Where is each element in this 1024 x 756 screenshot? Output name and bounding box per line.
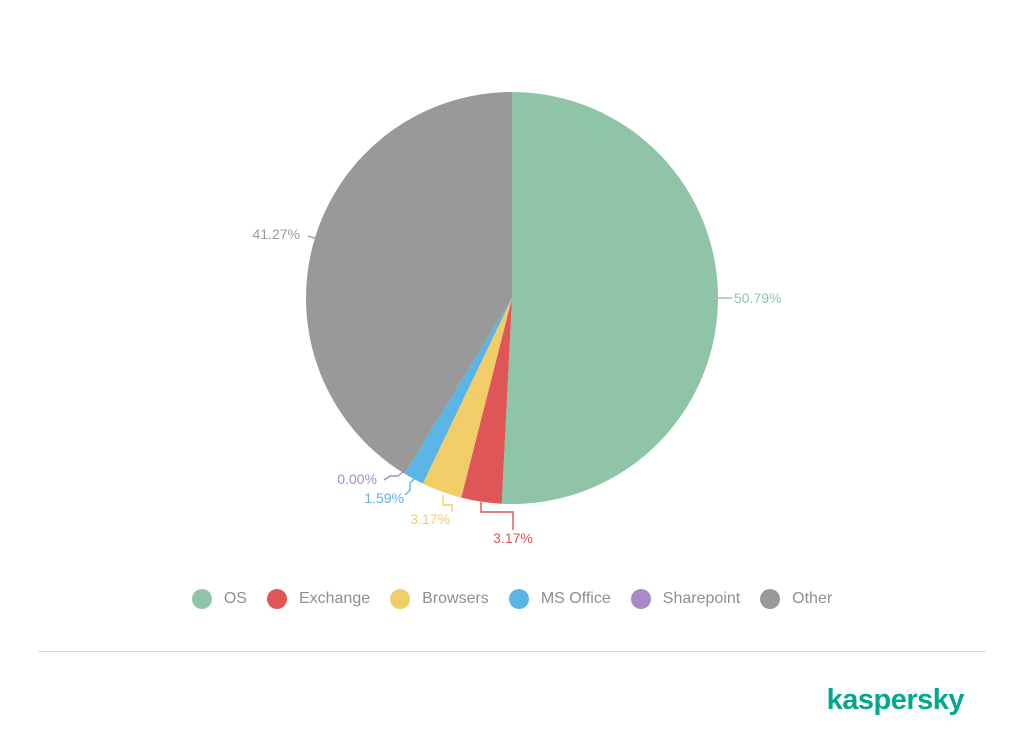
legend-item-os[interactable]: OS <box>191 589 247 609</box>
legend-label-browsers: Browsers <box>422 590 489 607</box>
pie-slice-ms-office[interactable] <box>404 298 512 484</box>
legend-swatch-os <box>191 589 212 609</box>
pie-slice-os[interactable] <box>501 92 718 504</box>
legend-item-exchange[interactable]: Exchange <box>266 589 371 609</box>
leader-line-sharepoint <box>383 469 406 481</box>
pie-chart: 50.79% 3.17% 3.17% 1.59% 0.00% 41.27% <box>253 92 781 546</box>
data-label-ms-office: 1.59% <box>364 490 404 506</box>
legend-swatch-sharepoint <box>630 589 651 609</box>
kaspersky-logo: kaspersky <box>826 684 965 716</box>
legend-label-other: Other <box>792 590 833 607</box>
data-label-os: 50.79% <box>734 290 781 306</box>
legend-swatch-browsers <box>390 589 411 609</box>
legend-label-exchange: Exchange <box>298 590 371 607</box>
data-label-sharepoint: 0.00% <box>337 471 377 487</box>
footer-divider <box>38 651 986 652</box>
leader-line-browsers <box>442 495 453 512</box>
legend-item-sharepoint[interactable]: Sharepoint <box>630 589 741 609</box>
legend-label-os: OS <box>223 590 247 607</box>
data-label-browsers: 3.17% <box>410 511 450 527</box>
legend-swatch-ms-office <box>508 589 529 609</box>
leader-line-ms-office <box>404 477 416 496</box>
legend-swatch-exchange <box>266 589 287 609</box>
pie-slice-exchange[interactable] <box>461 298 512 504</box>
legend-label-sharepoint: Sharepoint <box>662 590 741 607</box>
chart-legend: OS Exchange Browsers MS Office Sharepoin… <box>0 586 1024 612</box>
legend-item-ms-office[interactable]: MS Office <box>508 589 611 609</box>
pie-slice-browsers[interactable] <box>422 298 512 498</box>
leader-line-exchange <box>480 502 514 530</box>
legend-item-other[interactable]: Other <box>760 589 832 609</box>
leader-line-other <box>307 235 321 241</box>
legend-item-browsers[interactable]: Browsers <box>390 589 489 609</box>
data-label-other: 41.27% <box>253 226 300 242</box>
pie-slice-other[interactable] <box>305 92 512 474</box>
legend-label-ms-office: MS Office <box>540 590 611 607</box>
legend-swatch-other <box>760 589 781 609</box>
data-label-exchange: 3.17% <box>493 530 533 546</box>
